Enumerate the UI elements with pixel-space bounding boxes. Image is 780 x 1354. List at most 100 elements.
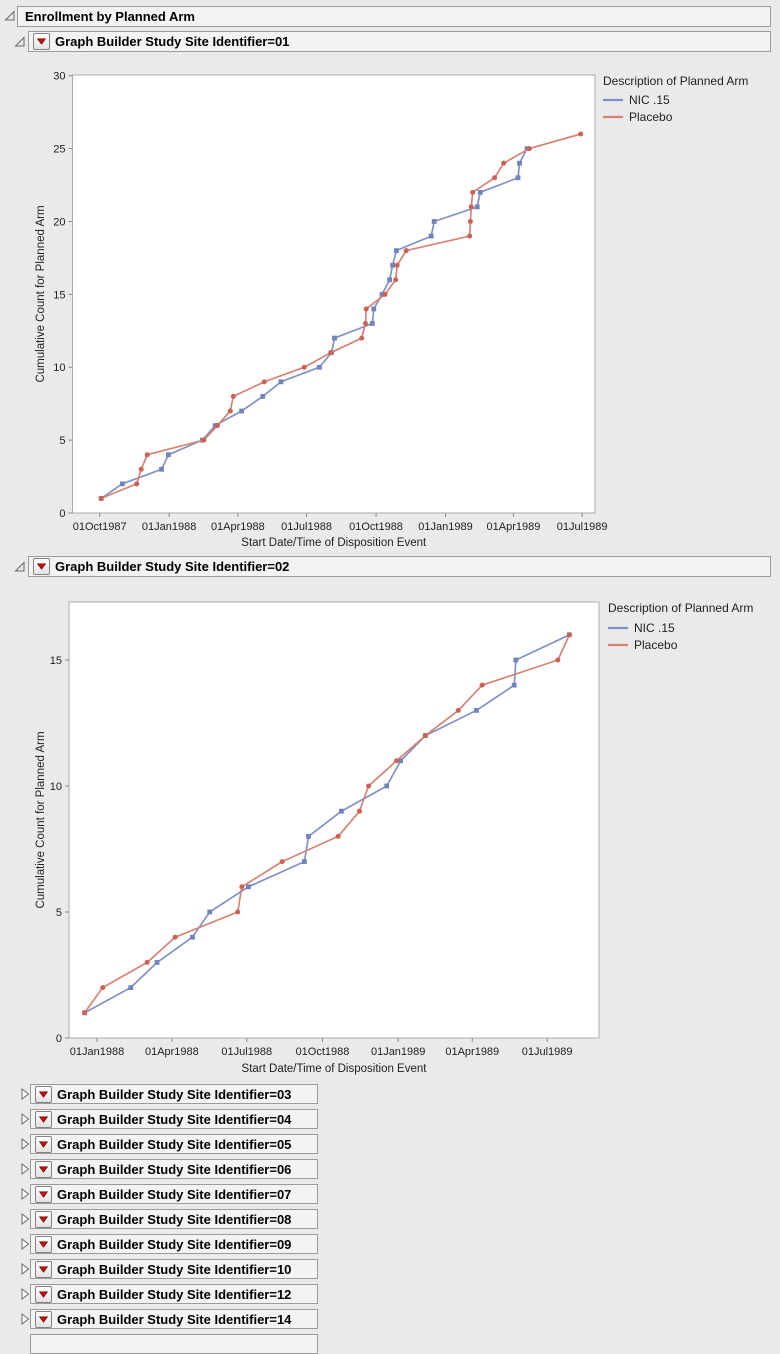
- collapsed-section-header[interactable]: Graph Builder Study Site Identifier=14: [30, 1309, 318, 1329]
- disclosure-collapsed-icon[interactable]: [19, 1212, 30, 1226]
- red-triangle-menu-button[interactable]: [35, 1235, 52, 1253]
- data-point[interactable]: [230, 393, 236, 399]
- collapsed-section-header[interactable]: Graph Builder Study Site Identifier=09: [30, 1234, 318, 1254]
- data-point[interactable]: [82, 1010, 88, 1016]
- disclosure-expanded-icon[interactable]: [13, 35, 26, 48]
- collapsed-section-header[interactable]: Graph Builder Study Site Identifier=10: [30, 1259, 318, 1279]
- data-point[interactable]: [394, 262, 400, 268]
- data-point[interactable]: [474, 204, 480, 210]
- red-triangle-menu-button[interactable]: [35, 1310, 52, 1328]
- data-point[interactable]: [467, 218, 473, 224]
- data-point[interactable]: [207, 909, 213, 915]
- plot-area[interactable]: [72, 74, 596, 514]
- data-point[interactable]: [555, 657, 561, 663]
- data-point[interactable]: [306, 833, 311, 839]
- collapsed-section-header-partial[interactable]: [30, 1334, 318, 1354]
- data-point[interactable]: [394, 758, 400, 764]
- red-triangle-menu-button[interactable]: [35, 1210, 52, 1228]
- red-triangle-menu-button[interactable]: [35, 1160, 52, 1178]
- data-point[interactable]: [359, 335, 365, 341]
- data-point[interactable]: [387, 277, 393, 283]
- series-line-nic-15[interactable]: [84, 634, 570, 1014]
- red-triangle-menu-button[interactable]: [33, 33, 50, 50]
- data-point[interactable]: [100, 985, 106, 991]
- data-point[interactable]: [455, 707, 461, 713]
- disclosure-expanded-icon[interactable]: [3, 9, 16, 22]
- collapsed-section-header[interactable]: Graph Builder Study Site Identifier=04: [30, 1109, 318, 1129]
- data-point[interactable]: [239, 884, 245, 890]
- data-point[interactable]: [246, 884, 251, 890]
- data-point[interactable]: [214, 423, 220, 429]
- series-line-placebo[interactable]: [83, 634, 571, 1014]
- data-point[interactable]: [394, 248, 399, 254]
- data-point[interactable]: [526, 146, 532, 152]
- red-triangle-menu-button[interactable]: [35, 1085, 52, 1103]
- data-point[interactable]: [384, 783, 390, 789]
- legend-item-nic-15[interactable]: NIC .15: [608, 621, 675, 635]
- data-point[interactable]: [477, 189, 483, 195]
- data-point[interactable]: [382, 291, 388, 297]
- legend-item-placebo[interactable]: Placebo: [608, 638, 678, 652]
- data-point[interactable]: [301, 364, 307, 370]
- data-point[interactable]: [578, 131, 584, 137]
- data-point[interactable]: [513, 657, 519, 663]
- data-point[interactable]: [278, 379, 284, 385]
- data-point[interactable]: [144, 452, 150, 458]
- data-point[interactable]: [566, 632, 572, 638]
- collapsed-section-header[interactable]: Graph Builder Study Site Identifier=07: [30, 1184, 318, 1204]
- collapsed-section-header[interactable]: Graph Builder Study Site Identifier=03: [30, 1084, 318, 1104]
- data-point[interactable]: [98, 495, 104, 501]
- disclosure-collapsed-icon[interactable]: [19, 1287, 30, 1301]
- data-point[interactable]: [165, 452, 171, 458]
- data-point[interactable]: [363, 306, 369, 312]
- red-triangle-menu-button[interactable]: [35, 1285, 52, 1303]
- red-triangle-menu-button[interactable]: [35, 1260, 52, 1278]
- data-point[interactable]: [428, 233, 434, 239]
- disclosure-collapsed-icon[interactable]: [19, 1187, 30, 1201]
- data-point[interactable]: [371, 306, 377, 312]
- data-point[interactable]: [517, 160, 522, 166]
- data-point[interactable]: [473, 707, 479, 713]
- data-point[interactable]: [317, 364, 322, 370]
- data-point[interactable]: [261, 379, 267, 385]
- data-point[interactable]: [128, 985, 134, 990]
- data-point[interactable]: [390, 262, 396, 268]
- data-point[interactable]: [235, 909, 241, 915]
- data-point[interactable]: [119, 481, 125, 487]
- data-point[interactable]: [369, 321, 375, 326]
- red-triangle-menu-button[interactable]: [35, 1185, 52, 1203]
- data-point[interactable]: [154, 959, 160, 965]
- legend-item-placebo[interactable]: Placebo: [603, 110, 673, 124]
- data-point[interactable]: [144, 959, 150, 965]
- red-triangle-menu-button[interactable]: [33, 558, 50, 575]
- data-point[interactable]: [335, 833, 341, 839]
- data-point[interactable]: [239, 408, 245, 414]
- data-point[interactable]: [501, 160, 507, 166]
- red-triangle-menu-button[interactable]: [35, 1110, 52, 1128]
- collapsed-section-header[interactable]: Graph Builder Study Site Identifier=12: [30, 1284, 318, 1304]
- disclosure-collapsed-icon[interactable]: [19, 1237, 30, 1251]
- data-point[interactable]: [279, 859, 285, 865]
- data-point[interactable]: [479, 682, 485, 688]
- data-point[interactable]: [332, 335, 337, 341]
- disclosure-collapsed-icon[interactable]: [19, 1112, 30, 1126]
- red-triangle-menu-button[interactable]: [35, 1135, 52, 1153]
- data-point[interactable]: [366, 783, 372, 789]
- data-point[interactable]: [227, 408, 233, 414]
- disclosure-collapsed-icon[interactable]: [19, 1262, 30, 1276]
- data-point[interactable]: [468, 204, 474, 210]
- collapsed-section-header[interactable]: Graph Builder Study Site Identifier=05: [30, 1134, 318, 1154]
- data-point[interactable]: [431, 219, 437, 224]
- data-point[interactable]: [470, 189, 476, 195]
- collapsed-section-header[interactable]: Graph Builder Study Site Identifier=06: [30, 1159, 318, 1179]
- legend-item-nic-15[interactable]: NIC .15: [603, 93, 670, 107]
- disclosure-collapsed-icon[interactable]: [19, 1312, 30, 1326]
- data-point[interactable]: [515, 175, 521, 181]
- data-point[interactable]: [201, 437, 207, 443]
- data-point[interactable]: [134, 481, 140, 487]
- data-point[interactable]: [403, 248, 409, 254]
- data-point[interactable]: [467, 233, 473, 239]
- data-point[interactable]: [301, 859, 307, 864]
- data-point[interactable]: [422, 733, 428, 739]
- data-point[interactable]: [357, 808, 363, 814]
